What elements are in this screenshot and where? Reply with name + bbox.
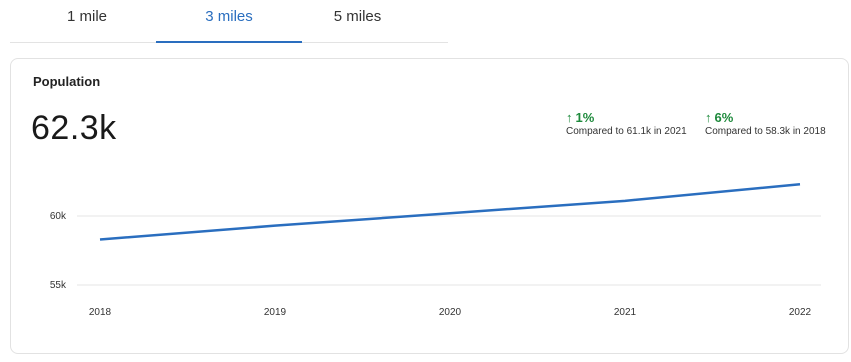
change-note: Compared to 58.3k in 2018 bbox=[705, 126, 826, 137]
up-arrow-icon: ↑ bbox=[566, 110, 573, 125]
change-vs-2021: ↑ 1% Compared to 61.1k in 2021 bbox=[566, 110, 687, 137]
change-percent: 1% bbox=[575, 110, 595, 125]
up-arrow-icon: ↑ bbox=[705, 110, 712, 125]
card-title: Population bbox=[33, 74, 101, 89]
tab-5-miles[interactable]: 5 miles bbox=[333, 8, 382, 25]
population-series-line bbox=[99, 183, 801, 241]
x-tick-label: 2019 bbox=[264, 307, 287, 318]
x-tick-label: 2020 bbox=[439, 307, 462, 318]
population-line-chart: 55k 60k 2018 2019 2020 2021 2022 bbox=[50, 183, 821, 318]
radius-tabs: 1 mile 3 miles 5 miles bbox=[10, 0, 448, 43]
y-tick-label: 60k bbox=[50, 211, 67, 222]
population-card: Population 62.3k ↑ 1% Compared to 61.1k … bbox=[10, 58, 849, 354]
x-tick-label: 2018 bbox=[89, 307, 112, 318]
x-tick-label: 2021 bbox=[614, 307, 637, 318]
change-vs-2018: ↑ 6% Compared to 58.3k in 2018 bbox=[705, 110, 826, 137]
population-value: 62.3k bbox=[31, 109, 117, 147]
change-percent: 6% bbox=[714, 110, 734, 125]
change-note: Compared to 61.1k in 2021 bbox=[566, 126, 687, 137]
x-tick-label: 2022 bbox=[789, 307, 812, 318]
y-tick-label: 55k bbox=[50, 280, 67, 291]
tab-1-mile[interactable]: 1 mile bbox=[66, 8, 107, 25]
tab-3-miles[interactable]: 3 miles bbox=[156, 8, 302, 43]
